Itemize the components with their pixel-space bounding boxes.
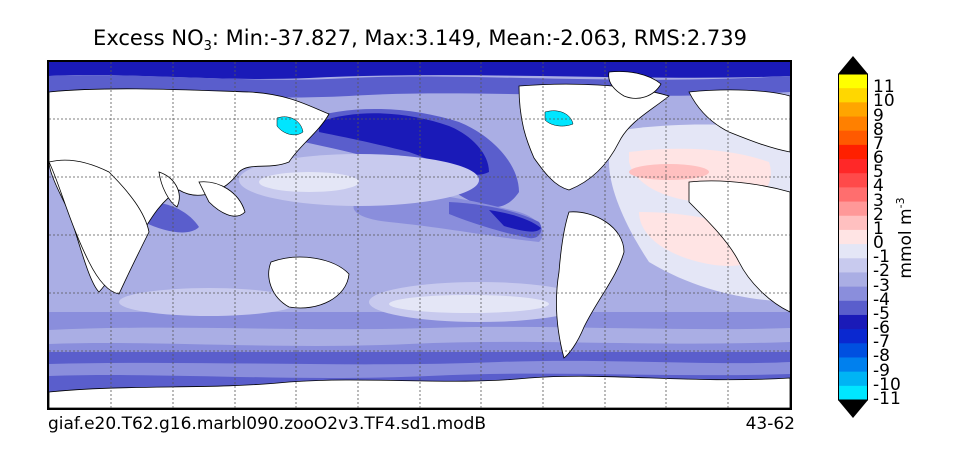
colorbar-tick-label: 6 — [873, 148, 884, 169]
colorbar-swatch — [838, 130, 868, 146]
colorbar-tick-label: -10 — [873, 374, 901, 395]
colorbar-swatch — [838, 116, 868, 132]
hudson-bay-cyan — [544, 110, 574, 127]
colorbar-tick-label: -2 — [873, 261, 890, 282]
colorbar-swatch — [838, 300, 868, 316]
colorbar-tick-label: -3 — [873, 275, 890, 296]
colorbar-tick-label: -1 — [873, 247, 890, 268]
colorbar-tick-label: 11 — [873, 77, 895, 98]
colorbar-units-label: mmol m-3 — [894, 197, 916, 278]
colorbar-swatch — [838, 258, 868, 273]
colorbar-tick-label: 2 — [873, 204, 884, 225]
colorbar-tick-label: -6 — [873, 318, 890, 339]
colorbar-swatch — [838, 371, 868, 387]
colorbar-swatch — [838, 244, 868, 259]
colorbar-swatch — [838, 286, 868, 302]
north-atlantic-positive-core — [629, 164, 709, 180]
land-antarctica — [49, 375, 790, 408]
colorbar-swatch — [838, 357, 868, 373]
colorbar-swatch — [838, 74, 868, 89]
title-prefix: Excess NO — [93, 26, 204, 50]
land-australia — [268, 256, 350, 309]
map-svg — [49, 62, 790, 408]
colorbar-tick-label: -11 — [873, 389, 901, 409]
colorbar-extend-top — [838, 56, 868, 74]
southern-ocean-band-3 — [49, 326, 790, 346]
units-exponent: -3 — [894, 197, 908, 209]
colorbar-swatch — [838, 159, 868, 174]
colorbar-tick-label: -8 — [873, 346, 890, 367]
colorbar-swatch — [838, 385, 868, 401]
colorbar-swatch — [838, 229, 868, 245]
land-greenland — [608, 71, 662, 99]
land-africa — [49, 159, 150, 295]
land-se-asia — [198, 181, 246, 217]
colorbar-tick-label: 7 — [873, 133, 884, 154]
colorbar-tick-label: 8 — [873, 119, 884, 140]
colorbar-tick-label: 0 — [873, 233, 884, 254]
land — [49, 71, 790, 408]
colorbar-tick-label: 4 — [873, 176, 884, 197]
case-name-label: giaf.e20.T62.g16.marbl090.zooO2v3.TF4.sd… — [48, 414, 487, 434]
colorbar-tick-label: 9 — [873, 105, 884, 126]
colorbar-swatch — [838, 201, 868, 217]
indian-gyre — [119, 288, 299, 316]
title-stats: : Min:-37.827, Max:3.149, Mean:-2.063, R… — [211, 26, 747, 50]
colorbar-tick-label: 10 — [873, 91, 895, 112]
south-pacific-gyre-core — [389, 295, 549, 313]
colorbar-swatch — [838, 173, 868, 188]
land-europe-wrap — [688, 89, 790, 153]
colorbar-swatch — [838, 272, 868, 288]
colorbar-swatch — [838, 144, 868, 160]
colorbar-tick-label: -9 — [873, 360, 890, 381]
colorbar-tick-label: 5 — [873, 162, 884, 183]
colorbar-frame — [838, 73, 868, 401]
colorbar-tick-label: 1 — [873, 218, 884, 239]
gridlines — [49, 62, 790, 408]
colorbar — [838, 56, 868, 418]
north-pacific-gyre — [239, 154, 479, 206]
colorbar-tick-label: 3 — [873, 190, 884, 211]
map-panel — [47, 60, 792, 410]
colorbar-tick-label: -5 — [873, 303, 890, 324]
colorbar-swatch — [838, 215, 868, 231]
okhotsk-cyan — [276, 116, 304, 136]
colorbar-tick-label: -7 — [873, 332, 890, 353]
north-pacific-core — [319, 113, 489, 175]
years-label: 43-62 — [745, 414, 795, 434]
title-subscript: 3 — [203, 39, 212, 55]
colorbar-swatch — [838, 314, 868, 330]
colorbar-swatch — [838, 343, 868, 358]
land-africa-wrap — [688, 180, 790, 313]
land-south-america — [556, 211, 625, 359]
colorbar-swatch — [838, 102, 868, 118]
plot-title: Excess NO3: Min:-37.827, Max:3.149, Mean… — [0, 26, 840, 54]
colorbar-extend-bottom — [838, 400, 868, 418]
land-india — [158, 171, 180, 208]
north-pacific-gyre-core — [259, 172, 359, 192]
colorbar-tick-label: -4 — [873, 289, 890, 310]
colorbar-swatch — [838, 329, 868, 344]
southern-ocean-band-4b — [49, 360, 790, 378]
colorbar-swatch — [838, 88, 868, 103]
colorbar-swatch — [838, 187, 868, 203]
eq-pacific-band-6 — [489, 210, 541, 232]
units-prefix: mmol m — [895, 208, 916, 279]
